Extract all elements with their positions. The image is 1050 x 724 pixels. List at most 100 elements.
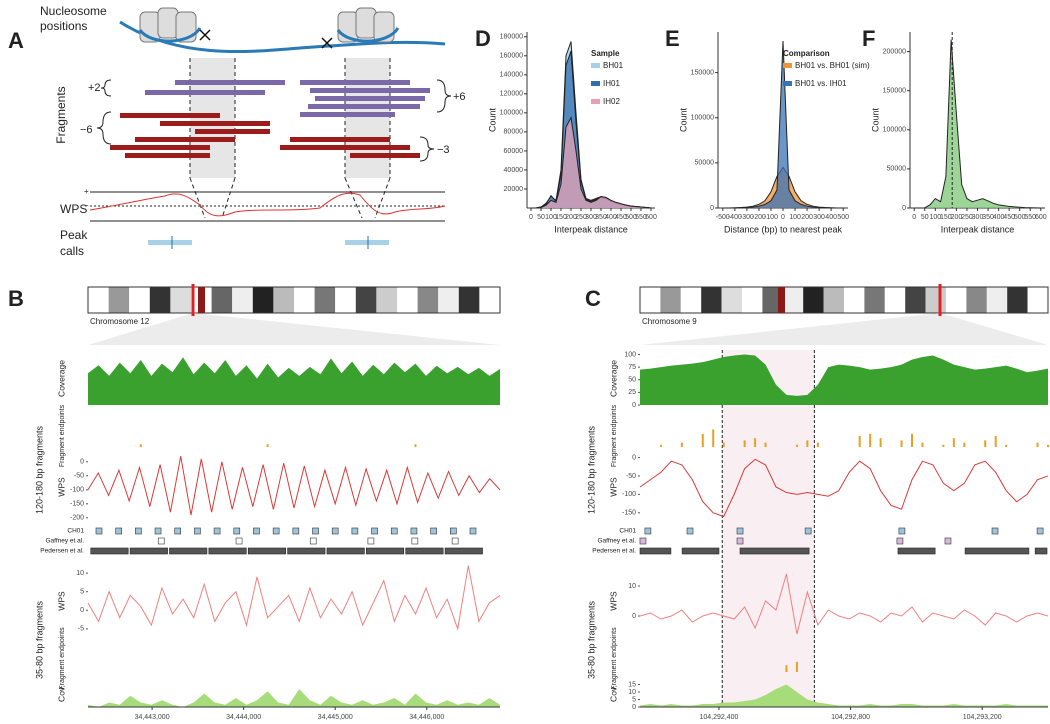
x-tick-label: -200	[752, 214, 766, 221]
chromosome	[87, 286, 501, 314]
y-tick-label: 80000	[504, 129, 524, 136]
x-tick-label: 0	[529, 214, 533, 221]
call-interval	[208, 547, 247, 555]
call	[154, 527, 162, 535]
endpoint-bar	[994, 436, 997, 447]
x-tick-label: 150	[940, 214, 952, 221]
x-tick-label: 250	[961, 214, 973, 221]
chromosome-label: Chromosome 9	[642, 317, 697, 326]
x-axis-title: Distance (bp) to nearest peak	[724, 224, 843, 234]
endpoint-bar	[266, 444, 269, 447]
chromosome-band	[294, 287, 315, 313]
legend-swatch	[591, 63, 600, 68]
panel-a-illustration	[89, 7, 452, 249]
track-label: Fragment endpoints	[611, 404, 618, 467]
call	[233, 527, 241, 535]
call	[430, 527, 437, 535]
chromosome-band	[884, 287, 906, 313]
call-interval	[444, 547, 483, 555]
x-tick-label: 350	[982, 214, 994, 221]
y-tick-label: -150	[622, 510, 636, 517]
chromosome-band	[1007, 287, 1028, 313]
y-tick-label: 160000	[500, 53, 523, 60]
zoom	[88, 313, 500, 345]
call-interval	[897, 547, 936, 555]
panel-letter: F	[862, 26, 875, 51]
centromere	[198, 287, 205, 313]
peak-call	[148, 240, 192, 245]
group-label: 120-180 bp fragments	[34, 425, 44, 514]
chromosome-band	[417, 287, 439, 313]
label: calls	[60, 244, 84, 258]
y-tick-label: 120000	[500, 91, 523, 98]
endpoint-bar	[414, 444, 417, 447]
call	[367, 537, 375, 545]
y-tick-label: 100000	[883, 127, 906, 134]
x-tick-label: -400	[728, 214, 742, 221]
count: +6	[453, 91, 466, 103]
y-tick-label: 0	[710, 205, 714, 212]
call	[896, 537, 904, 545]
x-tick-label: -100	[764, 214, 778, 221]
chromosome-label: Chromosome 12	[90, 317, 150, 326]
endpoint-bar	[795, 444, 798, 447]
coverage-area	[640, 684, 1048, 707]
chromosome-band	[129, 287, 150, 313]
label: Nucleosome	[40, 4, 107, 18]
chromosome-band	[252, 287, 274, 313]
y-tick-label: 10	[628, 689, 636, 696]
track-row-label: CH01	[67, 528, 84, 535]
track-label: Fragment endpoints	[611, 627, 618, 690]
x-tick-label: -500	[716, 214, 730, 221]
x-tick-label: 500	[625, 214, 637, 221]
y-tick-label: 180000	[500, 34, 523, 41]
y-tick-label: 5	[80, 589, 84, 596]
brace	[96, 79, 452, 162]
y-tick-label: 150000	[883, 88, 906, 95]
chromosome-band	[986, 287, 1008, 313]
y-tick-label: -5	[78, 626, 84, 633]
x-tick-label: 34,445,000	[318, 714, 353, 721]
y-tick-label: 100000	[691, 115, 714, 122]
chromosome-band	[376, 287, 397, 313]
x-tick-label: 0	[912, 214, 916, 221]
endpoint-bar	[984, 440, 987, 447]
x-tick-label: 550	[1024, 214, 1036, 221]
call-interval	[964, 547, 1030, 555]
chromosome-band	[397, 287, 418, 313]
legend-title: Comparison	[783, 49, 830, 58]
endpoint-bar	[743, 440, 746, 447]
endpoint-bar	[785, 665, 788, 672]
y-tick-label: 200000	[883, 48, 906, 55]
y-tick-label: 50000	[695, 160, 715, 167]
nucleosome	[139, 7, 395, 43]
x-tick-label: 300	[972, 214, 984, 221]
chromosome-band	[762, 287, 783, 313]
legend-label: IH01	[603, 79, 620, 88]
track-label: Fragment endpoints	[59, 404, 66, 467]
call-interval	[366, 547, 405, 555]
x-tick-label: 50	[537, 214, 545, 221]
x-tick-label: 600	[645, 214, 657, 221]
endpoint-bar	[816, 442, 819, 447]
call-interval	[681, 547, 720, 555]
call	[686, 527, 694, 535]
call-interval	[90, 547, 129, 555]
chromosome-band	[966, 287, 987, 313]
region-marker	[191, 284, 195, 316]
track-label: WPS	[608, 591, 618, 611]
call	[411, 537, 419, 545]
density-line	[531, 50, 652, 209]
y-tick-label: -100	[70, 487, 84, 494]
x-tick-label: -300	[740, 214, 754, 221]
chromosome-band	[680, 287, 702, 313]
peak-call	[345, 240, 389, 245]
y-tick-label: 25	[628, 389, 636, 396]
density-area	[531, 51, 651, 209]
legend-label: BH01 vs. BH01 (sim)	[795, 61, 870, 70]
call	[991, 527, 999, 535]
call	[157, 537, 165, 545]
legend-swatch	[783, 63, 792, 68]
y-tick-label: 100	[624, 351, 636, 358]
